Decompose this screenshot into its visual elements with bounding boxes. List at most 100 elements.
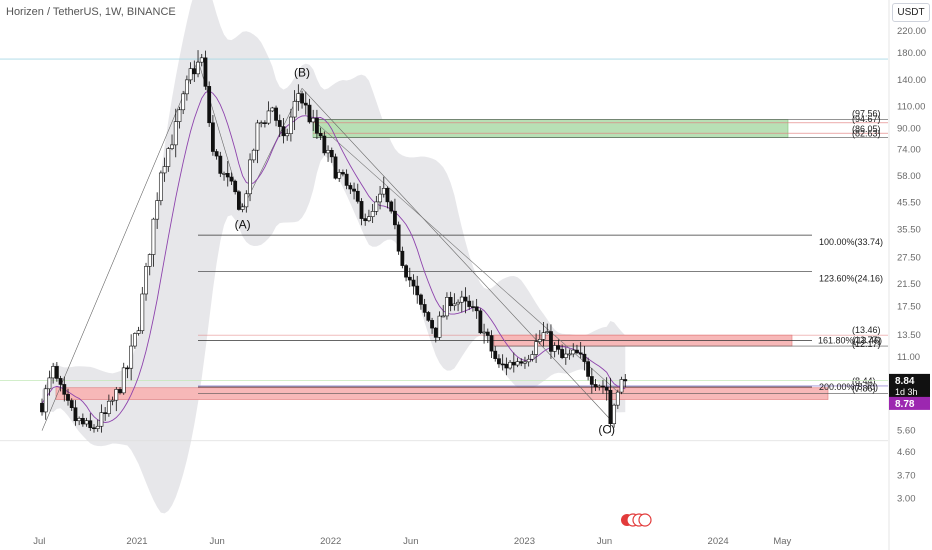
candle-body [393, 210, 397, 226]
candle [129, 334, 134, 381]
candle [601, 379, 605, 394]
candle [467, 295, 472, 310]
candle-body [66, 394, 70, 401]
candle-body [459, 296, 464, 303]
candle [549, 324, 553, 359]
fib-levels: 100.00%(33.74) 123.60%(24.16) 161.80%(13.4… [0, 58, 888, 442]
candle-body [619, 379, 624, 393]
candle-body [571, 349, 576, 355]
trendline [309, 116, 619, 392]
wave-path [41, 59, 303, 431]
candle [218, 151, 223, 178]
candle [248, 153, 252, 202]
candle [589, 368, 594, 394]
candle-body [277, 120, 282, 127]
candle-body [329, 150, 334, 158]
price-tick-label: 220.00 [897, 26, 926, 37]
candle [463, 287, 468, 314]
candle [563, 347, 568, 365]
candle-body [367, 216, 371, 222]
price-tick-label: 11.00 [897, 352, 920, 363]
candle-body [519, 361, 524, 364]
candle [537, 330, 542, 345]
candle [303, 91, 308, 115]
candle [523, 356, 527, 369]
candle [162, 157, 167, 182]
time-tick-label: 2023 [514, 536, 535, 547]
candle [66, 388, 70, 406]
candle-body [84, 420, 89, 425]
currency-button[interactable]: USDT [892, 3, 930, 22]
candle [586, 357, 591, 381]
candle-body [229, 176, 234, 182]
candle [511, 352, 516, 373]
candle [448, 291, 453, 312]
candle [430, 317, 434, 334]
price-axis[interactable]: 220.00 180.00 140.00 110.00 90.00 74.00 58.00 4… [888, 0, 926, 550]
current-price-bg [889, 373, 930, 398]
fib-label: 100.00%(33.74) [819, 237, 883, 247]
candle-body [274, 107, 278, 121]
candle-body [485, 331, 490, 336]
candle [184, 75, 189, 101]
candle [240, 203, 245, 213]
candle-body [144, 266, 148, 295]
candle-body [549, 331, 553, 352]
candle [229, 172, 234, 185]
candle-body [132, 333, 137, 347]
time-axis[interactable]: Jul 2021 Jun 2022 Jun 2023 Jun 2024 May [33, 513, 792, 547]
candle-body [526, 358, 531, 363]
demand-zone [312, 119, 789, 138]
candle [615, 389, 620, 410]
candle [500, 354, 505, 371]
candle [433, 327, 438, 343]
candle-body [445, 297, 449, 317]
candle-body [289, 116, 293, 134]
candle [478, 308, 483, 335]
candle [534, 333, 538, 363]
countdown-text: 1d 3h [895, 387, 918, 397]
candle-body [556, 345, 561, 350]
time-tick-label: May [773, 536, 791, 547]
candle [560, 344, 565, 360]
candle-body [285, 133, 290, 137]
candle [381, 176, 386, 198]
candle [144, 262, 148, 301]
candle [471, 300, 475, 312]
candle-body [452, 303, 457, 307]
candle [118, 387, 122, 395]
candle [367, 209, 371, 223]
candle-body [292, 101, 297, 118]
candle-body [612, 404, 617, 425]
zone-label: (12.17) [852, 339, 881, 349]
candle [322, 131, 327, 156]
candle [508, 359, 512, 370]
candle-body [62, 384, 67, 395]
candle-body [222, 173, 226, 175]
candle-body [184, 79, 189, 95]
candle-body [523, 361, 527, 364]
candle-body [307, 104, 312, 123]
wave-label: (B) [294, 65, 310, 79]
alert-price-bg [889, 396, 930, 410]
candle [69, 398, 74, 411]
candle-body [114, 389, 119, 401]
candle [567, 349, 572, 360]
candle-body [188, 68, 193, 81]
candle-body [43, 388, 48, 413]
candle-body [51, 366, 56, 379]
candle-body [136, 330, 141, 334]
candle-body [270, 107, 275, 112]
candle [459, 290, 464, 313]
candle [608, 377, 613, 433]
candle-body [623, 379, 628, 382]
candle [199, 53, 204, 67]
candle-body [147, 254, 152, 267]
candle [266, 101, 271, 125]
fib-label: 123.60%(24.16) [819, 273, 883, 283]
candle-body [92, 427, 96, 430]
candle-body [248, 159, 252, 195]
candle-body [77, 417, 82, 422]
